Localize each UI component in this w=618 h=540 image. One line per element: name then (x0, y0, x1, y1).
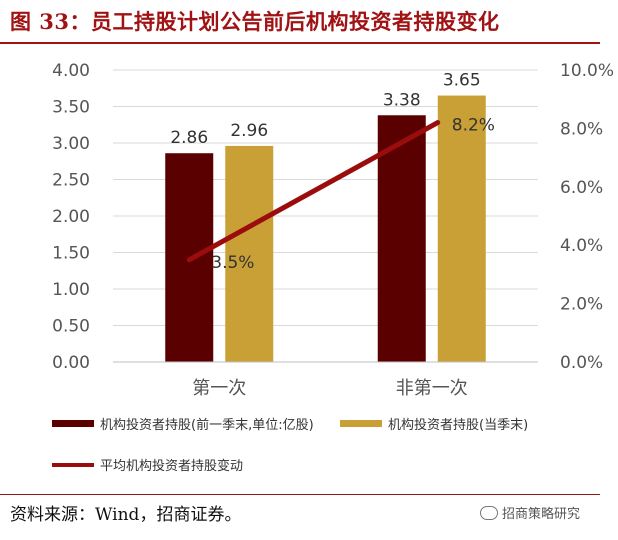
y-tick-label: 3.50 (52, 98, 90, 118)
figure-title: 图 33：员工持股计划公告前后机构投资者持股变化 (10, 9, 500, 34)
wechat-icon (480, 506, 498, 520)
y2-tick-label: 6.0% (560, 178, 603, 198)
y-tick-label: 3.00 (52, 134, 90, 154)
bar (377, 115, 426, 362)
y-tick-label: 4.00 (52, 61, 90, 81)
bar-value-label: 3.38 (383, 90, 421, 110)
y-tick-label: 0.50 (52, 317, 90, 337)
legend-swatch (340, 420, 382, 427)
line-value-label: 8.2% (452, 116, 495, 136)
line-series (186, 120, 441, 263)
legend-label: 机构投资者持股(前一季末,单位:亿股) (100, 417, 314, 433)
y2-tick-label: 0.0% (560, 353, 603, 373)
y2-tick-label: 8.0% (560, 119, 603, 139)
y-tick-label: 2.50 (52, 171, 90, 191)
chart: 0.00 0.50 1.00 1.50 2.00 2.50 3.00 3.50 4.00 0.0%… (52, 61, 614, 474)
title-rule (0, 42, 600, 44)
x-tick-label: 非第一次 (396, 378, 468, 399)
line-value-label: 3.5% (211, 253, 254, 273)
y2-tick-label: 2.0% (560, 295, 603, 315)
bar (225, 145, 274, 362)
bar-value-label: 2.96 (230, 121, 268, 141)
bar-value-label: 3.65 (443, 71, 481, 91)
y-tick-label: 0.00 (52, 353, 90, 373)
watermark-text: 招商策略研究 (502, 507, 581, 522)
bar (437, 95, 486, 363)
y2-tick-label: 4.0% (560, 236, 603, 256)
legend-label: 平均机构投资者持股变动 (100, 458, 243, 474)
bar-value-label: 2.86 (170, 128, 208, 148)
source-rule (0, 494, 600, 495)
y-tick-label: 1.00 (52, 280, 90, 300)
y2-tick-label: 10.0% (560, 61, 614, 81)
source-note: 资料来源：Wind，招商证券。 (10, 505, 242, 525)
legend-label: 机构投资者持股(当季末) (388, 417, 528, 433)
watermark: 招商策略研究 (480, 503, 580, 522)
legend-swatch (52, 420, 94, 427)
y-tick-label: 1.50 (52, 244, 90, 264)
x-tick-label: 第一次 (192, 378, 246, 399)
y-tick-label: 2.00 (52, 207, 90, 227)
